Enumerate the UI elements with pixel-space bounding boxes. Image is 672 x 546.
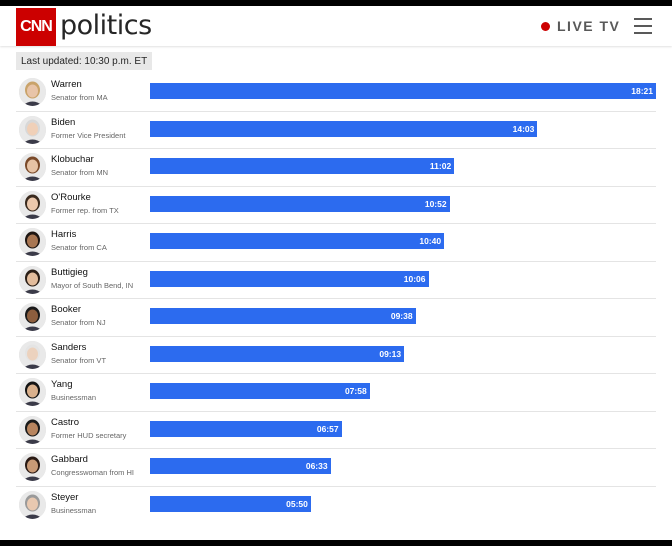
section-logo-text[interactable]: politics xyxy=(60,10,152,41)
candidate-name: Buttigieg xyxy=(51,266,88,278)
speaking-time-label: 10:06 xyxy=(403,273,426,284)
candidate-avatar xyxy=(19,415,46,444)
speaking-time-label: 05:50 xyxy=(286,498,308,509)
speaking-time-label: 07:58 xyxy=(344,386,367,396)
candidate-row: Yang Businessman 07:58 xyxy=(16,374,656,412)
speaking-time-chart: Warren Senator from MA 18:21 Biden Former Vi… xyxy=(16,74,656,524)
candidate-avatar xyxy=(19,115,46,144)
candidate-avatar xyxy=(19,228,46,256)
candidate-row: Sanders Senator from VT 09:13 xyxy=(16,337,656,374)
candidate-role: Senator from MN xyxy=(51,168,109,177)
candidate-name: Warren xyxy=(51,79,82,90)
candidate-name: Biden xyxy=(51,116,76,128)
speaking-time-bar: 09:38 xyxy=(150,308,416,324)
candidate-row: Gabbard Congresswoman from HI 06:33 xyxy=(16,449,656,487)
candidate-avatar xyxy=(19,453,46,481)
candidate-role: Congresswoman from HI xyxy=(51,468,134,477)
candidate-row: Klobuchar Senator from MN 11:02 xyxy=(16,149,656,187)
candidate-name: Harris xyxy=(51,229,77,240)
candidate-avatar xyxy=(19,78,46,106)
speaking-time-bar: 18:21 xyxy=(150,83,656,99)
speaking-time-bar: 06:57 xyxy=(150,420,342,437)
candidate-row: Buttigieg Mayor of South Bend, IN 10:06 xyxy=(16,262,656,299)
speaking-time-label: 10:52 xyxy=(424,198,447,209)
candidate-name: O'Rourke xyxy=(51,191,91,203)
candidate-role: Businessman xyxy=(51,505,97,515)
speaking-time-bar: 05:50 xyxy=(150,495,311,512)
candidate-role: Senator from NJ xyxy=(51,318,106,327)
speaking-time-label: 11:02 xyxy=(429,161,452,171)
candidate-role: Senator from CA xyxy=(51,243,107,252)
candidate-avatar xyxy=(19,153,46,181)
cnn-logo[interactable]: CNN xyxy=(16,8,56,46)
candidate-name: Steyer xyxy=(51,491,79,503)
candidate-row: Warren Senator from MA 18:21 xyxy=(16,74,656,112)
speaking-time-label: 14:03 xyxy=(512,123,535,134)
candidate-name: Yang xyxy=(51,379,73,390)
live-tv-link[interactable]: LIVE TV xyxy=(541,18,620,34)
live-tv-label: LIVE TV xyxy=(557,18,621,34)
speaking-time-bar: 09:13 xyxy=(150,345,405,362)
candidate-avatar xyxy=(19,340,46,369)
hamburger-menu-icon[interactable] xyxy=(634,18,652,34)
speaking-time-bar: 10:40 xyxy=(150,233,445,249)
candidate-avatar xyxy=(19,303,46,331)
candidate-row: O'Rourke Former rep. from TX 10:52 xyxy=(16,187,656,224)
speaking-time-label: 09:38 xyxy=(390,311,413,321)
candidate-row: Booker Senator from NJ 09:38 xyxy=(16,299,656,337)
candidate-avatar xyxy=(19,265,46,294)
speaking-time-bar: 10:52 xyxy=(150,195,450,212)
speaking-time-label: 06:57 xyxy=(316,423,339,434)
candidate-role: Mayor of South Bend, IN xyxy=(51,280,134,290)
candidate-avatar xyxy=(19,490,46,519)
candidate-name: Booker xyxy=(51,304,82,315)
candidate-name: Sanders xyxy=(51,341,87,353)
speaking-time-bar: 11:02 xyxy=(150,158,455,174)
speaking-time-label: 06:33 xyxy=(305,461,328,471)
candidate-name: Gabbard xyxy=(51,454,88,465)
page-frame: CNN politics LIVE TV Last updated: 10:30… xyxy=(0,6,672,540)
speaking-time-bar: 14:03 xyxy=(150,120,538,137)
candidate-role: Senator from VT xyxy=(51,355,107,365)
speaking-time-bar: 06:33 xyxy=(150,458,331,474)
candidate-name: Klobuchar xyxy=(51,154,94,165)
speaking-time-bar: 07:58 xyxy=(150,383,370,399)
candidate-avatar xyxy=(19,378,46,406)
candidate-role: Senator from MA xyxy=(51,93,108,102)
last-updated-badge: Last updated: 10:30 p.m. ET xyxy=(16,52,153,70)
candidate-avatar xyxy=(19,190,46,219)
candidate-role: Former HUD secretary xyxy=(51,430,127,440)
candidate-role: Former Vice President xyxy=(51,130,126,140)
speaking-time-label: 10:40 xyxy=(419,236,442,246)
site-header: CNN politics LIVE TV xyxy=(0,6,672,46)
speaking-time-label: 18:21 xyxy=(631,86,653,96)
candidate-row: Castro Former HUD secretary 06:57 xyxy=(16,412,656,449)
speaking-time-bar: 10:06 xyxy=(150,270,429,287)
candidate-role: Businessman xyxy=(51,393,97,402)
candidate-row: Steyer Businessman 05:50 xyxy=(16,487,656,525)
speaking-time-label: 09:13 xyxy=(379,348,402,359)
live-dot-icon xyxy=(541,21,550,31)
candidate-row: Harris Senator from CA 10:40 xyxy=(16,224,656,262)
candidate-role: Former rep. from TX xyxy=(51,205,119,215)
candidate-row: Biden Former Vice President 14:03 xyxy=(16,112,656,149)
candidate-name: Castro xyxy=(51,416,79,428)
